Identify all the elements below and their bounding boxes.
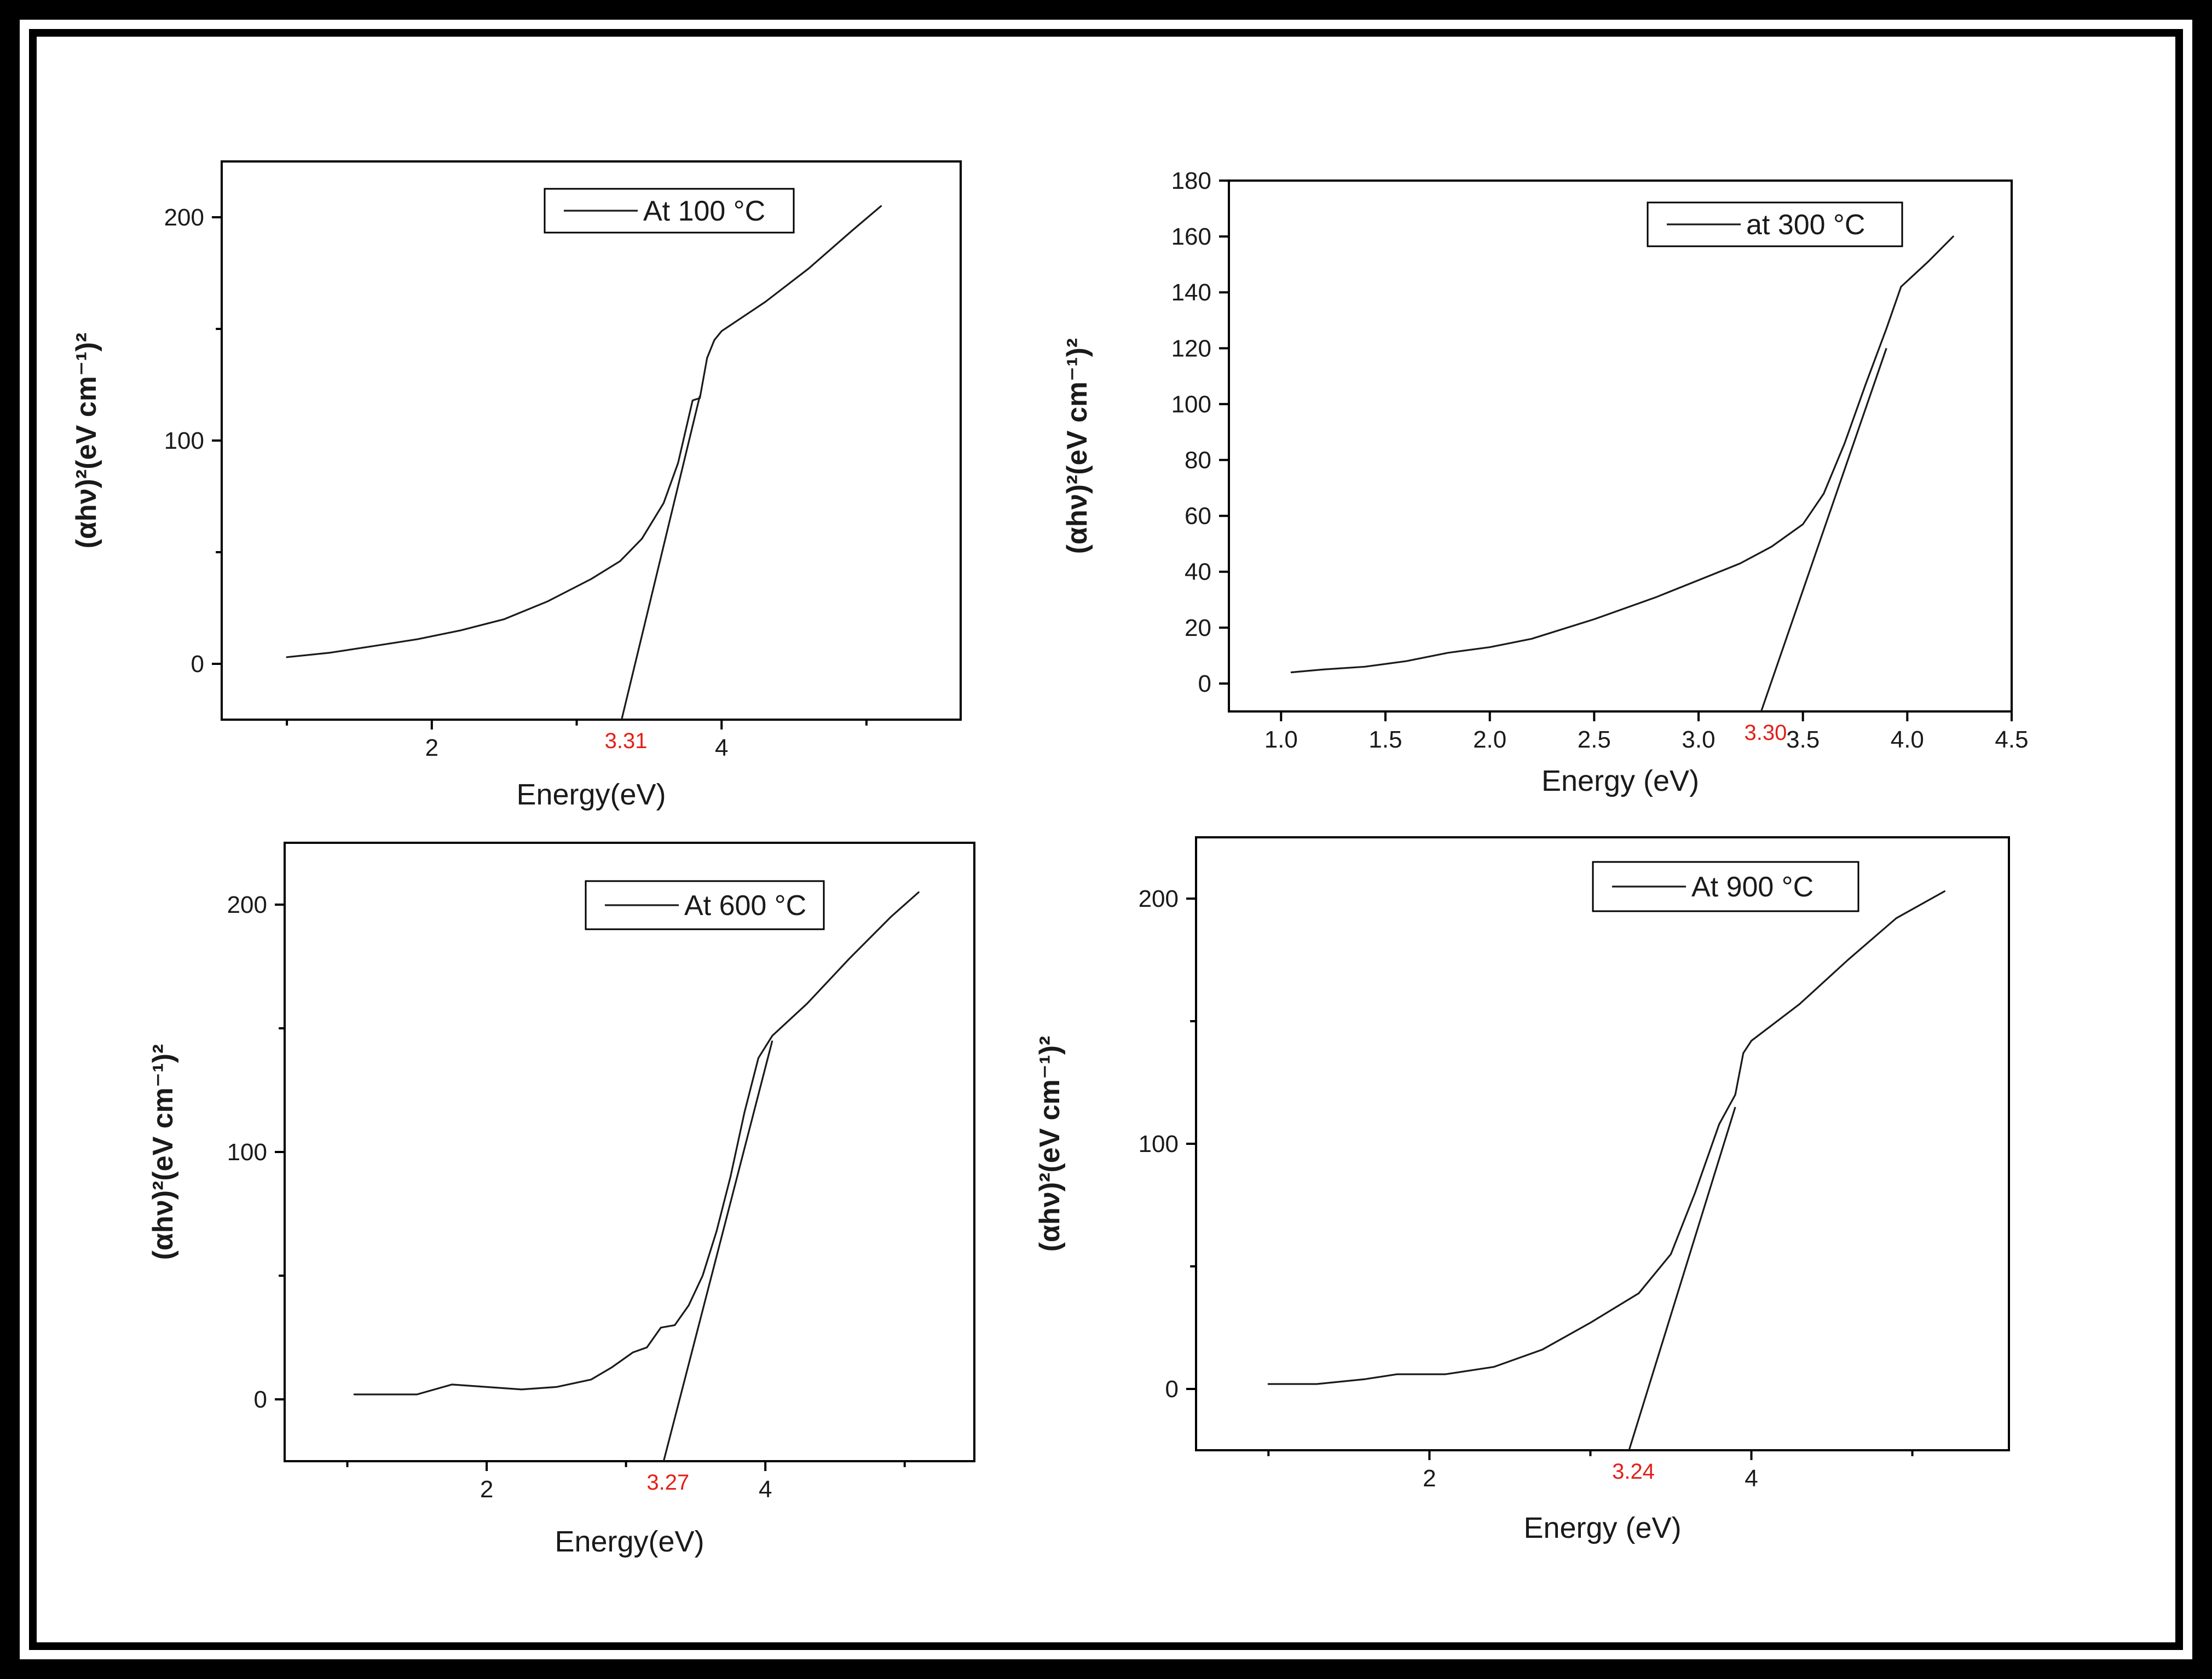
- y-axis-label: (αhν)²(eV cm⁻¹)²: [147, 1044, 179, 1260]
- y-tick-label: 100: [164, 427, 204, 454]
- tauc-fit-line: [662, 1040, 773, 1462]
- bandgap-value-label: 3.31: [605, 729, 648, 753]
- y-tick-label: 0: [1198, 670, 1211, 697]
- x-tick-label: 4.0: [1891, 726, 1924, 753]
- y-tick-label: 120: [1171, 335, 1211, 362]
- y-tick-label: 160: [1171, 223, 1211, 250]
- x-axis-label: Energy (eV): [1523, 1512, 1681, 1544]
- absorption-curve: [286, 205, 882, 658]
- tauc-fit-line: [621, 396, 701, 720]
- x-axis-label: Energy(eV): [555, 1525, 704, 1558]
- bandgap-value-label: 3.24: [1612, 1460, 1655, 1484]
- absorption-curve: [1290, 235, 1954, 674]
- chart-at-100c: 2 4 0 100 200 3.31 At 100 °C Energy(eV) (αhν)²(e…: [71, 160, 962, 811]
- x-tick-label: 3.0: [1682, 726, 1715, 753]
- legend-label: At 900 °C: [1691, 871, 1814, 903]
- x-tick-label: 2: [425, 734, 438, 761]
- y-tick-label: 20: [1185, 615, 1211, 641]
- tauc-fit-line: [1760, 348, 1887, 712]
- y-tick-label: 180: [1171, 167, 1211, 194]
- tauc-fit-line: [1628, 1107, 1736, 1451]
- x-tick-label: 4: [759, 1476, 772, 1503]
- y-tick-label: 0: [254, 1386, 267, 1413]
- x-axis-label: Energy(eV): [516, 778, 666, 811]
- x-tick-label: 2: [1423, 1465, 1436, 1492]
- y-tick-label: 40: [1185, 559, 1211, 586]
- x-tick-label: 2.0: [1473, 726, 1506, 753]
- y-tick-label: 100: [227, 1139, 267, 1166]
- x-tick-label: 2.5: [1578, 726, 1611, 753]
- absorption-curve: [1267, 890, 1945, 1385]
- absorption-curve: [353, 891, 920, 1396]
- x-axis-label: Energy (eV): [1541, 765, 1699, 797]
- y-tick-label: 100: [1171, 391, 1211, 418]
- x-tick-label: 1.0: [1264, 726, 1298, 753]
- x-tick-label: 4: [1745, 1465, 1758, 1492]
- legend-label: At 600 °C: [684, 890, 806, 922]
- x-tick-label: 1.5: [1368, 726, 1402, 753]
- x-tick-label: 4: [715, 734, 728, 761]
- y-tick-label: 100: [1139, 1131, 1179, 1157]
- chart-at-900c: 2 4 0 100 200 3.24 At 900 °C Energy (eV) (αhν)²(…: [1034, 836, 2010, 1544]
- y-tick-label: 200: [227, 891, 267, 918]
- y-tick-label: 0: [191, 651, 204, 678]
- x-tick-label: 3.5: [1786, 726, 1820, 753]
- y-tick-label: 60: [1185, 503, 1211, 530]
- legend-label: At 100 °C: [643, 195, 765, 227]
- y-axis-label: (αhν)²(eV cm⁻¹)²: [71, 333, 102, 549]
- x-tick-label: 4.5: [1995, 726, 2028, 753]
- x-tick-label: 2: [480, 1476, 493, 1503]
- bandgap-value-label: 3.30: [1744, 721, 1787, 745]
- y-axis-label: (αhν)²(eV cm⁻¹)²: [1034, 1036, 1066, 1252]
- plot-area-frame: [1228, 180, 2013, 713]
- y-tick-label: 200: [1139, 885, 1179, 912]
- y-tick-label: 140: [1171, 279, 1211, 306]
- y-tick-label: 80: [1185, 447, 1211, 474]
- bandgap-value-label: 3.27: [646, 1470, 689, 1495]
- y-tick-label: 0: [1165, 1376, 1179, 1403]
- chart-at-600c: 2 4 0 100 200 3.27 At 600 °C Energy(eV) (αhν)²(e…: [147, 842, 975, 1558]
- y-tick-label: 200: [164, 204, 204, 231]
- inner-border: [29, 29, 2183, 1650]
- chart-at-300c: 1.0 1.5 2.0 2.5 3.0 3.5 4.0 4.5 0 20 40 60 80 100 120 1…: [1061, 167, 2029, 797]
- legend-label: at 300 °C: [1746, 209, 1865, 241]
- y-axis-label: (αhν)²(eV cm⁻¹)²: [1061, 338, 1093, 554]
